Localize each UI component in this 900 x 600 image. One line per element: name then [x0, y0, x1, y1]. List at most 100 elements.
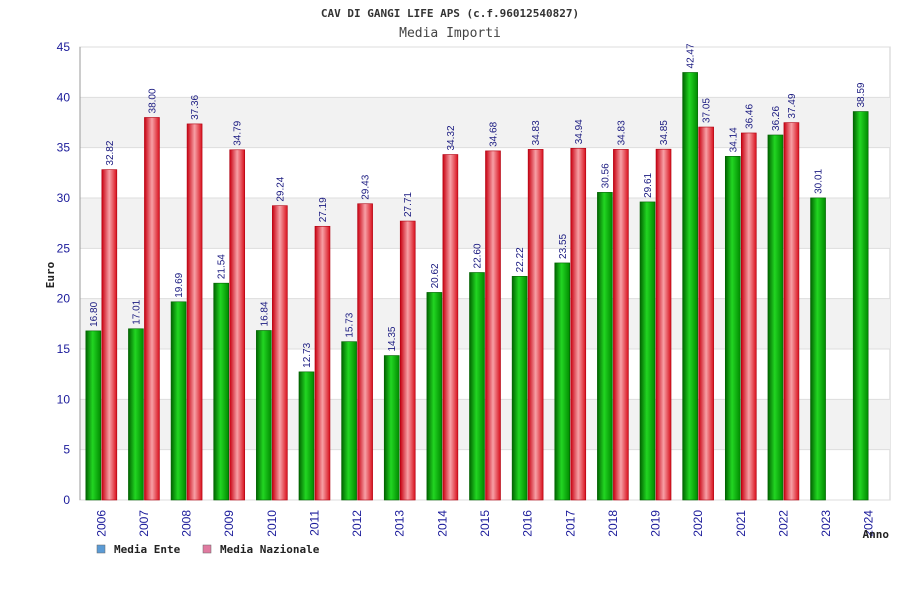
- data-label: 15.73: [345, 312, 356, 337]
- bar-media-ente: [511, 276, 528, 501]
- data-label: 16.80: [89, 301, 100, 326]
- x-axis: 2006 2007 2008 2009 2010 2011 2012 2013 2014 2015…: [94, 510, 875, 537]
- data-label: 38.00: [147, 88, 158, 113]
- y-tick-label: 45: [57, 40, 71, 54]
- bar-media-nazionale: [570, 147, 587, 501]
- data-label: 34.94: [574, 119, 585, 144]
- x-tick-label: 2014: [435, 510, 449, 537]
- bars: [85, 72, 869, 501]
- bar-media-ente: [767, 134, 784, 501]
- data-label: 14.35: [387, 326, 398, 351]
- data-label: 34.83: [616, 120, 627, 145]
- x-tick-label: 2009: [222, 510, 236, 537]
- bar-media-nazionale: [229, 149, 246, 501]
- x-tick-label: 2011: [307, 510, 321, 536]
- y-axis: 0 5 10 15 20 25 30 35 40 45: [57, 40, 81, 507]
- bar-media-nazionale: [442, 154, 459, 501]
- data-label: 27.19: [318, 197, 329, 222]
- bar-media-ente: [128, 328, 144, 501]
- bar-media-nazionale: [783, 122, 800, 501]
- data-label: 22.22: [515, 247, 526, 272]
- bar-media-ente: [597, 192, 613, 501]
- bar-media-nazionale: [314, 225, 331, 501]
- x-tick-label: 2022: [776, 510, 790, 537]
- data-label: 36.46: [744, 104, 755, 129]
- x-axis-label: Anno: [863, 528, 890, 541]
- bar-media-nazionale: [655, 148, 672, 501]
- data-label: 20.62: [430, 263, 441, 288]
- bar-media-ente: [852, 111, 869, 501]
- bar-media-ente: [682, 72, 698, 501]
- data-label: 34.79: [233, 120, 244, 145]
- legend-swatch-media-nazionale: [202, 544, 212, 554]
- legend-label-media-ente: Media Ente: [114, 543, 181, 556]
- bar-media-nazionale: [186, 123, 203, 501]
- data-label: 37.36: [190, 94, 201, 119]
- y-tick-label: 20: [57, 292, 71, 306]
- bar-media-ente: [298, 371, 315, 501]
- x-tick-label: 2019: [649, 510, 663, 537]
- bar-media-ente: [426, 292, 443, 501]
- x-tick-label: 2013: [393, 510, 407, 537]
- data-label: 34.14: [728, 127, 739, 152]
- bar-media-nazionale: [613, 149, 629, 501]
- data-label: 34.32: [446, 125, 457, 150]
- x-tick-label: 2018: [606, 510, 620, 537]
- legend-label-media-nazionale: Media Nazionale: [220, 543, 320, 556]
- x-tick-label: 2007: [137, 510, 151, 537]
- data-label: 27.71: [403, 192, 414, 217]
- data-label: 29.43: [361, 174, 372, 199]
- legend-swatch-media-ente: [96, 544, 106, 554]
- data-label: 29.24: [275, 176, 286, 201]
- chart-subtitle: Media Importi: [399, 26, 501, 41]
- data-label: 36.26: [771, 106, 782, 131]
- data-label: 42.47: [686, 43, 697, 68]
- y-tick-label: 15: [57, 342, 71, 356]
- x-tick-label: 2021: [734, 510, 748, 537]
- bar-media-ente: [639, 201, 656, 501]
- data-label: 12.73: [302, 342, 313, 367]
- bar-media-nazionale: [357, 203, 373, 501]
- bar-media-ente: [724, 156, 741, 501]
- x-tick-label: 2016: [521, 510, 535, 537]
- x-tick-label: 2006: [94, 510, 108, 537]
- x-tick-label: 2024: [862, 510, 876, 537]
- y-axis-label: Euro: [44, 261, 57, 288]
- data-label: 16.84: [259, 301, 270, 326]
- bar-media-nazionale: [740, 132, 757, 501]
- y-tick-label: 10: [57, 392, 71, 406]
- bar-media-ente: [256, 330, 272, 501]
- x-tick-label: 2020: [691, 510, 705, 537]
- bar-media-nazionale: [144, 117, 160, 501]
- bar-media-ente: [341, 341, 357, 501]
- data-label: 23.55: [558, 233, 569, 258]
- bar-media-nazionale: [101, 169, 118, 501]
- bar-media-ente: [170, 301, 187, 501]
- y-tick-label: 5: [63, 443, 70, 457]
- data-label: 38.59: [856, 82, 867, 107]
- data-label: 34.68: [489, 121, 500, 146]
- bar-media-nazionale: [399, 220, 416, 501]
- y-tick-label: 40: [57, 90, 71, 104]
- chart-title: CAV DI GANGI LIFE APS (c.f.96012540827): [321, 7, 579, 20]
- data-labels: 16.80 32.82 17.01 38.00 19.69 37.36 21.54 34.79…: [89, 43, 867, 368]
- data-label: 32.82: [105, 140, 116, 165]
- bar-media-ente: [554, 262, 571, 501]
- x-tick-label: 2012: [350, 510, 364, 537]
- bar-media-nazionale: [698, 126, 714, 501]
- bar-media-nazionale: [485, 150, 501, 501]
- data-label: 37.49: [787, 93, 798, 118]
- legend: Media Ente Media Nazionale: [96, 543, 320, 556]
- bar-media-ente: [469, 272, 485, 501]
- data-label: 19.69: [174, 272, 185, 297]
- x-tick-label: 2023: [819, 510, 833, 537]
- y-tick-label: 30: [57, 191, 71, 205]
- data-label: 22.60: [473, 243, 484, 268]
- data-label: 30.56: [600, 163, 611, 188]
- data-label: 37.05: [702, 98, 713, 123]
- data-label: 34.85: [659, 120, 670, 145]
- bar-media-ente: [213, 282, 230, 501]
- x-tick-label: 2017: [563, 510, 577, 537]
- bar-media-nazionale: [527, 149, 544, 501]
